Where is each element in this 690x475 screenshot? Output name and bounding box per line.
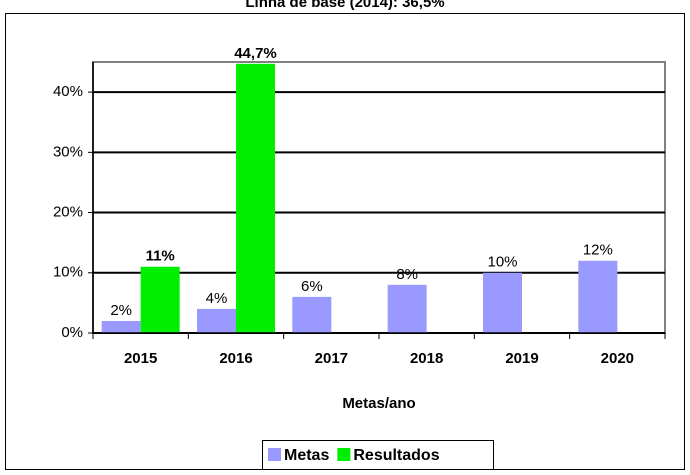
x-tick-label: 2015 (124, 350, 157, 367)
x-tick-label: 2016 (219, 350, 252, 367)
data-label: 11% (146, 248, 175, 265)
data-label: 10% (487, 254, 517, 271)
bar (578, 260, 618, 333)
data-label: 12% (583, 242, 613, 259)
y-tick-label: 20% (53, 204, 83, 221)
bar (292, 296, 332, 333)
x-tick-label: 2018 (410, 350, 443, 367)
legend-swatch (337, 448, 351, 461)
bar (140, 266, 180, 333)
data-label: 2% (110, 302, 132, 319)
y-tick-label: 30% (53, 143, 83, 160)
legend-box (262, 440, 494, 470)
bar (236, 63, 275, 333)
data-label: 8% (396, 266, 418, 283)
legend-label: Metas (284, 447, 329, 464)
x-tick-label: 2017 (315, 350, 348, 367)
bar (387, 284, 427, 333)
bar (197, 308, 236, 333)
plot-area (92, 61, 666, 334)
x-axis-label: Metas/ano (342, 395, 415, 412)
x-tick-label: 2019 (505, 350, 538, 367)
y-tick-label: 40% (53, 83, 83, 100)
chart-title: Linha de base (2014): 36,5% (245, 0, 444, 11)
y-tick-label: 0% (61, 324, 83, 341)
legend-label: Resultados (353, 447, 439, 464)
x-tick-label: 2020 (601, 350, 634, 367)
data-label: 6% (301, 278, 323, 295)
legend-swatch (268, 448, 281, 461)
data-label: 4% (206, 290, 228, 307)
data-label: 44,7% (234, 45, 277, 62)
bar (483, 272, 522, 333)
y-tick-label: 10% (53, 264, 83, 281)
bar (101, 320, 141, 333)
